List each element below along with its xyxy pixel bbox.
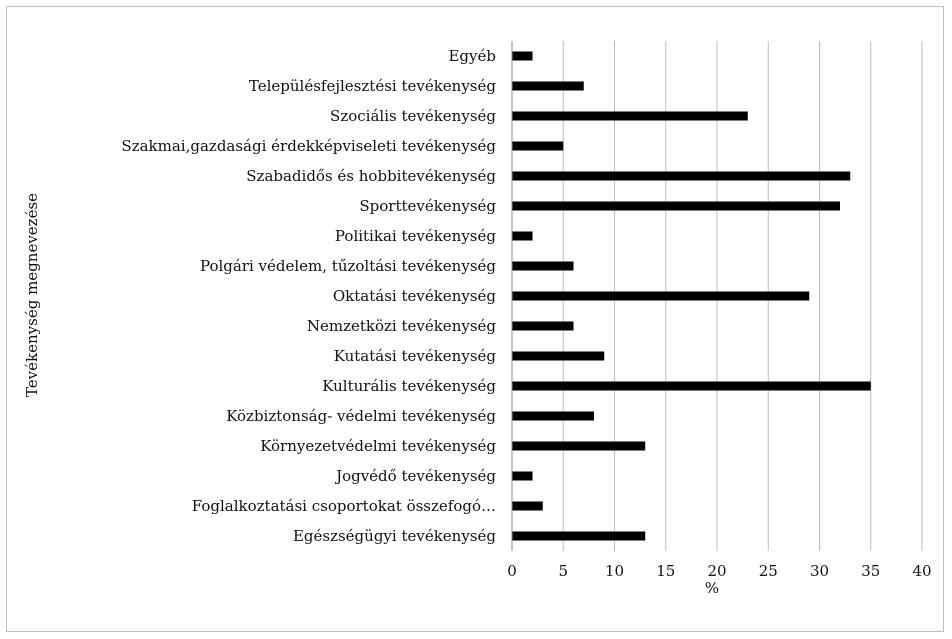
bar — [512, 531, 646, 541]
bar — [512, 201, 840, 211]
bar — [512, 471, 533, 481]
x-axis-title: % — [705, 579, 719, 597]
x-tick-label: 0 — [507, 562, 517, 580]
bars — [512, 51, 871, 541]
bar — [512, 51, 533, 61]
category-label: Szakmai,gazdasági érdekképviseleti tevék… — [121, 137, 496, 155]
category-label: Polgári védelem, tűzoltási tevékenység — [200, 257, 496, 275]
category-label: Szabadidős és hobbitevékenység — [246, 167, 496, 185]
bar — [512, 381, 871, 391]
bar — [512, 231, 533, 241]
bar — [512, 111, 748, 121]
x-tick-label: 35 — [861, 562, 880, 580]
bar — [512, 81, 584, 91]
category-label: Nemzetközi tevékenység — [307, 317, 497, 335]
category-label: Környezetvédelmi tevékenység — [260, 437, 496, 455]
x-tick-labels: 0 5 10 15 20 25 30 35 40 — [507, 562, 931, 580]
category-label: Sporttevékenység — [359, 197, 496, 215]
category-label: Politikai tevékenység — [335, 227, 496, 245]
bar — [512, 171, 851, 181]
x-tick-label: 30 — [810, 562, 829, 580]
bar — [512, 351, 605, 361]
category-label: Jogvédő tevékenység — [334, 467, 496, 485]
bar — [512, 291, 810, 301]
bar — [512, 441, 646, 451]
category-labels: Egyéb Településfejlesztési tevékenység Szo… — [121, 47, 496, 545]
chart-frame — [6, 6, 944, 632]
x-tick-label: 40 — [912, 562, 931, 580]
x-tick-label: 25 — [759, 562, 778, 580]
bar — [512, 261, 574, 271]
bar — [512, 141, 564, 151]
category-label: Közbiztonság- védelmi tevékenység — [226, 407, 496, 425]
bar — [512, 321, 574, 331]
category-label: Egyéb — [448, 47, 496, 65]
x-tick-label: 5 — [558, 562, 568, 580]
bar — [512, 501, 543, 511]
category-label: Kutatási tevékenység — [334, 347, 497, 365]
category-label: Egészségügyi tevékenység — [293, 527, 496, 545]
category-label: Oktatási tevékenység — [333, 287, 497, 305]
x-tick-label: 10 — [605, 562, 624, 580]
category-label: Szociális tevékenység — [330, 107, 496, 125]
category-label: Foglalkoztatási csoportokat összefogó… — [192, 497, 496, 515]
category-label: Kulturális tevékenység — [322, 377, 496, 395]
x-tick-label: 15 — [656, 562, 675, 580]
bar — [512, 411, 594, 421]
y-axis-title: Tevékenység megnevezése — [23, 193, 41, 397]
category-label: Településfejlesztési tevékenység — [249, 77, 496, 95]
x-tick-label: 20 — [707, 562, 726, 580]
